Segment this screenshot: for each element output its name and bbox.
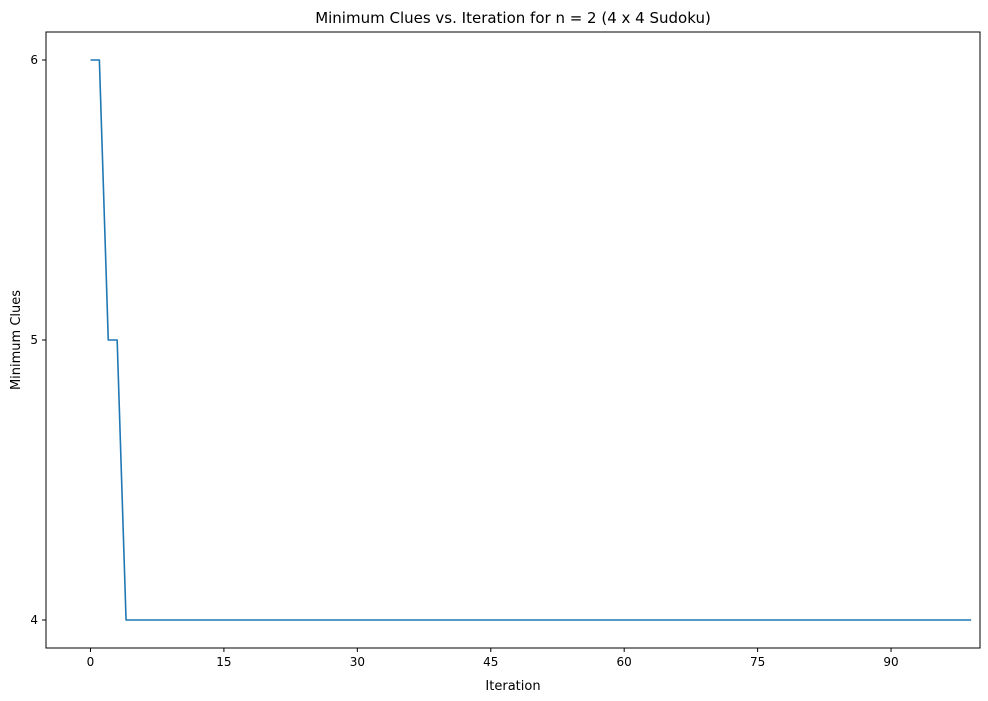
x-tick-label: 45: [483, 655, 498, 669]
x-tick-label: 15: [216, 655, 231, 669]
y-tick-label: 4: [30, 613, 38, 627]
x-tick-label: 60: [617, 655, 632, 669]
series-line-0: [90, 59, 972, 621]
x-tick-label: 75: [750, 655, 765, 669]
x-tick-label: 30: [350, 655, 365, 669]
y-tick-label: 6: [30, 53, 38, 67]
axes-frame: [45, 31, 981, 649]
x-tick-label: 0: [87, 655, 95, 669]
x-axis-label: Iteration: [485, 679, 540, 694]
y-tick-label: 5: [30, 333, 38, 347]
y-axis-label: Minimum Clues: [9, 290, 24, 390]
chart-title: Minimum Clues vs. Iteration for n = 2 (4…: [315, 9, 711, 27]
x-tick-label: 90: [883, 655, 898, 669]
